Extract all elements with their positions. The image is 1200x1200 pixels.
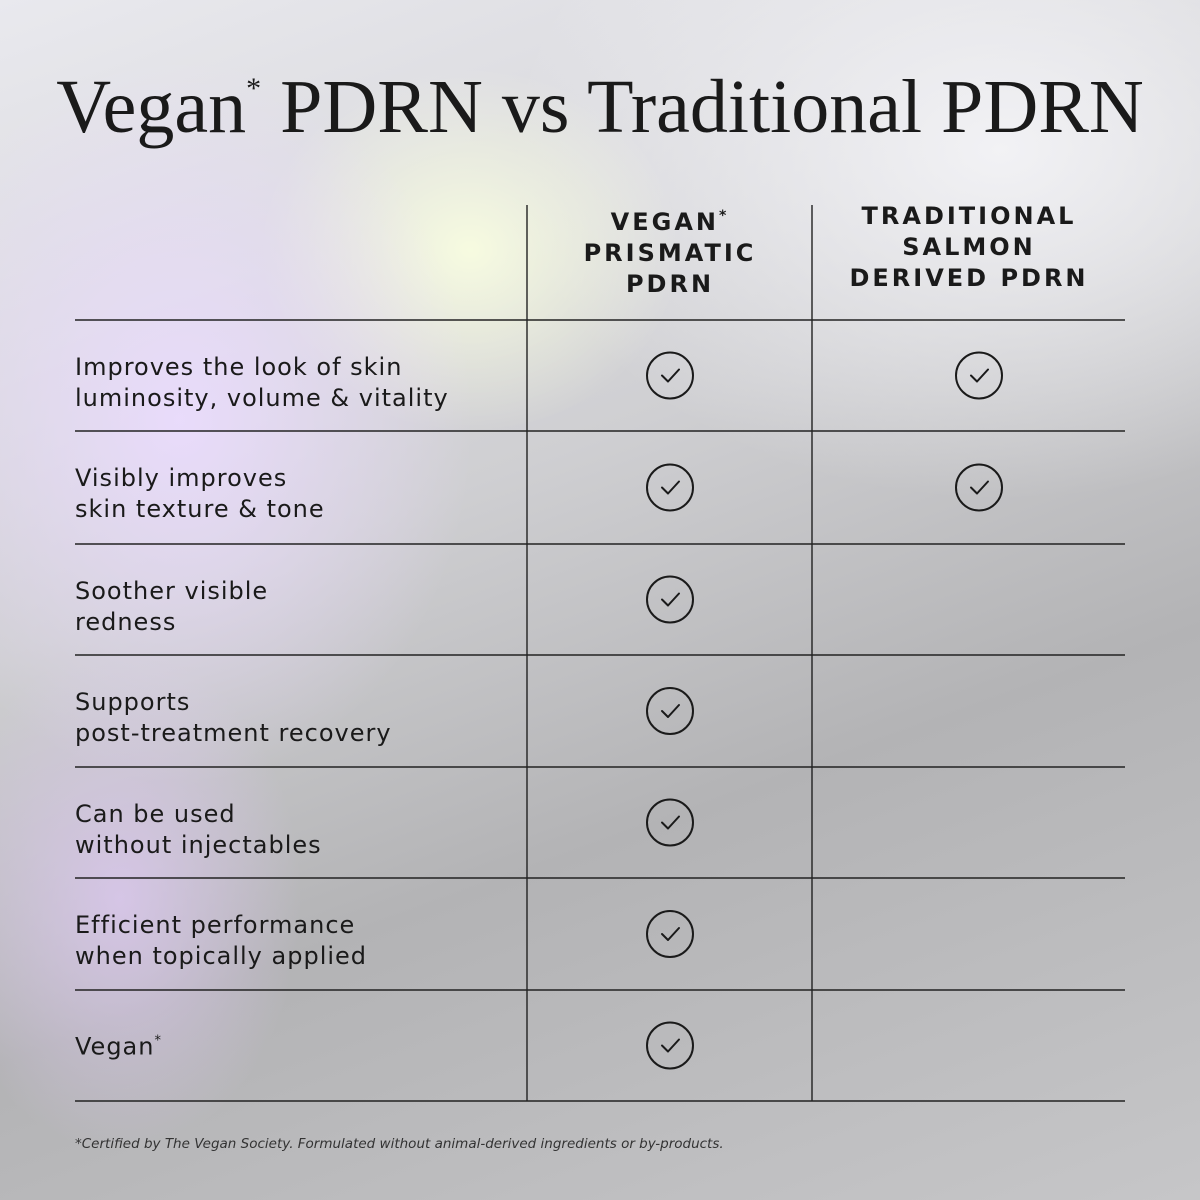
column-header-line: DERIVED PDRN — [849, 264, 1088, 292]
check-icon — [646, 463, 694, 512]
check-circle — [646, 798, 694, 847]
check-icon — [955, 351, 1003, 400]
row-label: Soother visible — [75, 577, 268, 605]
check-circle — [955, 351, 1003, 400]
row-label: redness — [75, 608, 176, 636]
row-label-line: skin texture & tone — [75, 495, 325, 523]
column-header: PRISMATIC — [584, 239, 757, 267]
check-circle — [646, 575, 694, 624]
footnote: *Certified by The Vegan Society. Formula… — [75, 1136, 724, 1152]
row-label: skin texture & tone — [75, 495, 325, 523]
check-icon — [646, 687, 694, 735]
row-label-line: Efficient performance — [75, 911, 355, 939]
check-tick — [970, 480, 989, 495]
row-label-line: without injectables — [75, 831, 322, 859]
row-label: without injectables — [75, 831, 322, 859]
check-tick — [661, 480, 680, 495]
check-icon — [646, 910, 694, 958]
check-icon — [955, 463, 1003, 512]
row-label-line: Improves the look of skin — [75, 353, 402, 381]
column-header: DERIVED PDRN — [849, 264, 1088, 292]
row-label: when topically applied — [75, 942, 367, 970]
check-tick — [661, 368, 680, 383]
check-tick — [661, 592, 680, 607]
row-label: Can be used — [75, 800, 236, 828]
row-label: luminosity, volume & vitality — [75, 384, 449, 412]
title-text: Vegan — [56, 65, 246, 149]
column-header: TRADITIONAL — [862, 202, 1077, 230]
row-label-line: Soother visible — [75, 577, 268, 605]
title-mark: * — [246, 72, 261, 105]
column-header-line: TRADITIONAL — [862, 202, 1077, 230]
column-header-line: PRISMATIC — [584, 239, 757, 267]
column-header: VEGAN* — [611, 208, 730, 236]
row-label: post-treatment recovery — [75, 719, 392, 747]
check-tick — [661, 704, 680, 718]
row-label-line: post-treatment recovery — [75, 719, 392, 747]
row-label-line: Vegan — [75, 1033, 154, 1061]
check-circle — [646, 351, 694, 400]
check-circle — [646, 463, 694, 512]
row-label-line: when topically applied — [75, 942, 367, 970]
check-tick — [661, 1038, 680, 1053]
row-label: Efficient performance — [75, 911, 355, 939]
row-label: Improves the look of skin — [75, 353, 402, 381]
check-circle — [646, 910, 694, 958]
row-label: Visibly improves — [75, 464, 287, 492]
column-header-line: SALMON — [902, 233, 1036, 261]
row-label-line: luminosity, volume & vitality — [75, 384, 449, 412]
column-header: PDRN — [626, 270, 714, 298]
row-label-line: redness — [75, 608, 176, 636]
column-header-line: PDRN — [626, 270, 714, 298]
check-tick — [970, 368, 989, 383]
title: Vegan* PDRN vs Traditional PDRN — [56, 65, 1144, 149]
check-icon — [646, 798, 694, 847]
check-circle — [955, 463, 1003, 512]
row-label: Vegan* — [75, 1033, 162, 1061]
row-label-line: Can be used — [75, 800, 236, 828]
check-circle — [646, 1021, 694, 1070]
row-label-line: Supports — [75, 688, 190, 716]
check-tick — [661, 815, 680, 830]
row-label-line: Visibly improves — [75, 464, 287, 492]
check-circle — [646, 687, 694, 735]
check-icon — [646, 1021, 694, 1070]
column-header-mark: * — [719, 208, 729, 224]
column-header: SALMON — [902, 233, 1036, 261]
check-icon — [646, 575, 694, 624]
check-tick — [661, 927, 680, 941]
check-icon — [646, 351, 694, 400]
column-header-line: VEGAN — [611, 208, 719, 236]
row-label: Supports — [75, 688, 190, 716]
row-label-mark: * — [154, 1034, 162, 1049]
title-text: PDRN vs Traditional PDRN — [261, 65, 1144, 149]
